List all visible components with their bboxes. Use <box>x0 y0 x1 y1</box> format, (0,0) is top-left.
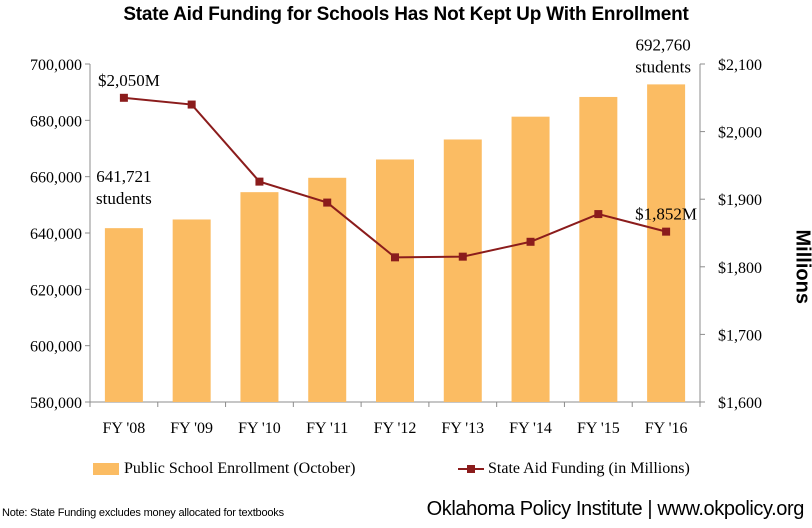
axes: 580,000 600,000 620,000 640,000 660,000 680,0… <box>30 57 762 437</box>
data-label: students <box>96 189 152 208</box>
bar-enrollment <box>443 139 482 402</box>
bar-enrollment <box>308 177 347 402</box>
line-point-state-aid <box>458 252 467 261</box>
y-left-tick-label: 600,000 <box>30 339 82 356</box>
bar-series <box>104 84 686 403</box>
x-tick-label: FY '11 <box>306 420 348 437</box>
y-left-tick-label: 580,000 <box>30 395 82 412</box>
line-series <box>119 93 671 262</box>
x-tick-label: FY '14 <box>509 420 552 437</box>
y-left-tick-label: 640,000 <box>30 226 82 243</box>
y2-axis-title: Millions <box>791 229 812 304</box>
bar-enrollment <box>172 219 211 402</box>
bar-enrollment <box>104 228 143 402</box>
legend-item-enrollment: Public School Enrollment (October) <box>93 460 356 478</box>
data-label: $2,050M <box>98 71 160 90</box>
line-point-state-aid <box>323 198 332 207</box>
y-right-tick-label: $1,900 <box>718 192 762 209</box>
y-right-tick-label: $2,100 <box>718 57 762 74</box>
y-left-tick-label: 680,000 <box>30 113 82 130</box>
x-tick-label: FY '10 <box>238 420 281 437</box>
bar-enrollment <box>579 96 618 402</box>
y-right-tick-label: $1,800 <box>718 260 762 277</box>
legend-line-swatch <box>458 463 484 475</box>
y-right-tick-label: $2,000 <box>718 125 762 142</box>
x-tick-label: FY '08 <box>103 420 146 437</box>
y-left-tick-label: 660,000 <box>30 170 82 187</box>
data-label: 692,760 <box>635 35 690 54</box>
chart-title: State Aid Funding for Schools Has Not Ke… <box>123 4 689 25</box>
bar-enrollment <box>376 159 414 402</box>
line-point-state-aid <box>119 93 128 102</box>
data-label: $1,852M <box>635 205 697 224</box>
line-point-state-aid <box>391 253 399 262</box>
line-point-state-aid <box>594 210 603 219</box>
y-right-tick-label: $1,700 <box>718 327 762 344</box>
bar-enrollment <box>240 192 279 402</box>
data-label: students <box>635 57 691 76</box>
legend-label-enrollment: Public School Enrollment (October) <box>124 460 356 477</box>
data-label: 641,721 <box>96 167 151 186</box>
line-point-state-aid <box>187 100 196 109</box>
bar-enrollment <box>511 116 550 403</box>
line-point-state-aid <box>662 227 671 236</box>
y-right-tick-label: $1,600 <box>718 395 762 412</box>
footnote: Note: State Funding excludes money alloc… <box>2 507 284 519</box>
line-point-state-aid <box>255 177 264 186</box>
x-tick-label: FY '15 <box>577 420 620 437</box>
labels: 641,721 students 692,760 students $2,050M $1,… <box>96 35 697 223</box>
x-tick-label: FY '16 <box>645 420 688 437</box>
legend-label-funding: State Aid Funding (in Millions) <box>488 460 690 477</box>
x-tick-label: FY '12 <box>374 420 417 437</box>
source-credit: Oklahoma Policy Institute | www.okpolicy… <box>426 498 805 520</box>
y-left-tick-label: 700,000 <box>30 57 82 74</box>
line-point-state-aid <box>526 237 535 246</box>
x-tick-label: FY '09 <box>170 420 213 437</box>
legend-item-funding: State Aid Funding (in Millions) <box>458 460 690 478</box>
x-tick-label: FY '13 <box>441 420 484 437</box>
bar-enrollment <box>647 84 686 402</box>
legend-bar-swatch <box>93 463 119 475</box>
y-left-tick-label: 620,000 <box>30 282 82 299</box>
